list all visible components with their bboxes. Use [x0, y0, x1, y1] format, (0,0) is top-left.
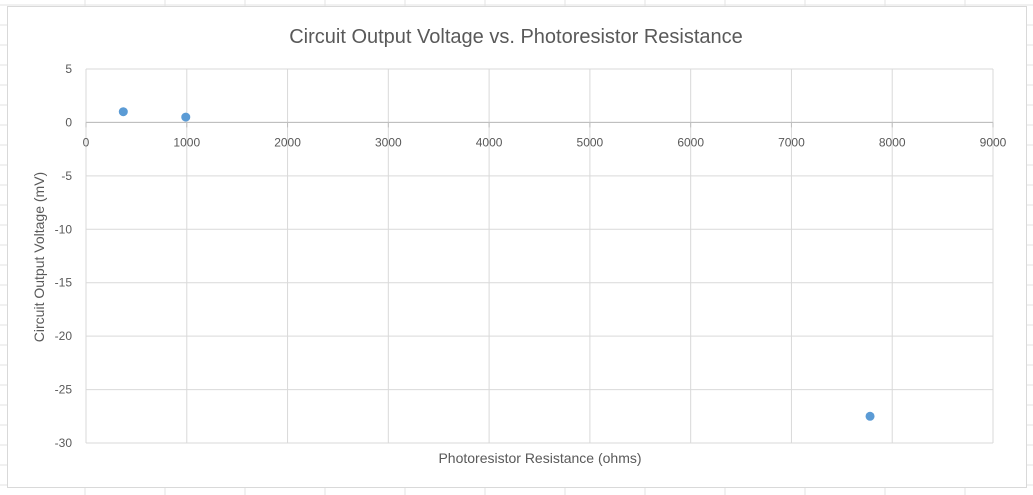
vertical-gridlines [85, 69, 994, 443]
y-tick-label: -5 [61, 169, 72, 183]
chart-area[interactable]: 0 1000 2000 3000 4000 5000 6000 7000 8000 9000 5 0… [7, 6, 1027, 488]
y-tick-label: -25 [55, 383, 73, 397]
data-point[interactable] [181, 112, 191, 122]
scatter-chart: 0 1000 2000 3000 4000 5000 6000 7000 8000 9000 5 0… [31, 26, 1007, 466]
x-tick-label: 2000 [274, 135, 301, 149]
data-points [118, 107, 875, 421]
x-axis-line [85, 121, 994, 128]
y-axis-title: Circuit Output Voltage (mV) [31, 172, 47, 342]
y-tick-label: -10 [55, 222, 73, 236]
chart-title: Circuit Output Voltage vs. Photoresistor… [289, 26, 743, 48]
x-tick-label: 6000 [677, 135, 704, 149]
x-tick-label: 9000 [980, 135, 1007, 149]
x-tick-label: 7000 [778, 135, 805, 149]
x-tick-label: 4000 [476, 135, 503, 149]
x-tick-label: 3000 [375, 135, 402, 149]
data-point[interactable] [865, 411, 875, 421]
data-point[interactable] [118, 107, 128, 117]
y-tick-label: -30 [55, 436, 73, 450]
horizontal-gridlines [86, 68, 993, 444]
x-axis-title: Photoresistor Resistance (ohms) [438, 450, 641, 466]
y-axis-tick-labels: 5 0 -5 -10 -15 -20 -25 -30 [55, 62, 73, 450]
x-tick-label: 0 [83, 135, 90, 149]
y-tick-label: 5 [65, 62, 72, 76]
y-tick-label: 0 [65, 115, 72, 129]
y-tick-label: -20 [55, 329, 73, 343]
x-tick-label: 1000 [173, 135, 200, 149]
x-tick-label: 8000 [879, 135, 906, 149]
y-tick-label: -15 [55, 276, 73, 290]
x-axis-tick-labels: 0 1000 2000 3000 4000 5000 6000 7000 8000 9000 [83, 135, 1007, 149]
x-tick-label: 5000 [577, 135, 604, 149]
